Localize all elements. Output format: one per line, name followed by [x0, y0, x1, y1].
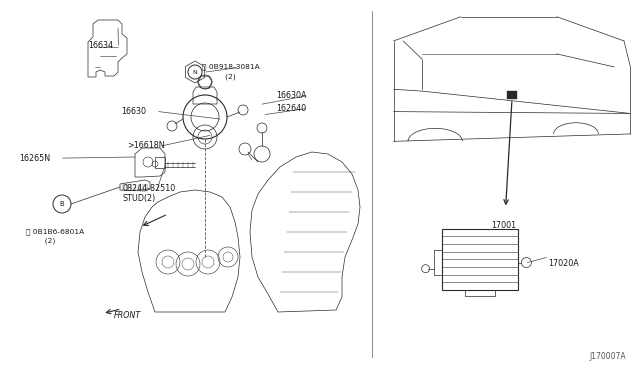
- Text: 17020A: 17020A: [548, 259, 579, 268]
- Text: Ⓑ 0B1B6-6801A: Ⓑ 0B1B6-6801A: [26, 228, 84, 235]
- Text: 16265N: 16265N: [19, 154, 51, 163]
- Text: 17001: 17001: [492, 221, 516, 230]
- Text: 16634: 16634: [88, 41, 113, 50]
- Text: Ⓝ 0B918-3081A: Ⓝ 0B918-3081A: [202, 64, 259, 70]
- Text: 16630: 16630: [122, 107, 147, 116]
- Text: 08244-82510: 08244-82510: [123, 185, 176, 193]
- Text: >16618N: >16618N: [127, 141, 164, 150]
- Text: STUD(2): STUD(2): [123, 194, 156, 203]
- Text: (2): (2): [40, 238, 55, 244]
- Text: N: N: [193, 70, 197, 74]
- Text: J170007A: J170007A: [589, 352, 626, 361]
- Text: 162640: 162640: [276, 104, 307, 113]
- Text: (2): (2): [218, 73, 236, 80]
- Text: B: B: [60, 201, 65, 207]
- FancyBboxPatch shape: [507, 91, 517, 99]
- Text: 16630A: 16630A: [276, 92, 307, 100]
- Text: FRONT: FRONT: [114, 311, 141, 320]
